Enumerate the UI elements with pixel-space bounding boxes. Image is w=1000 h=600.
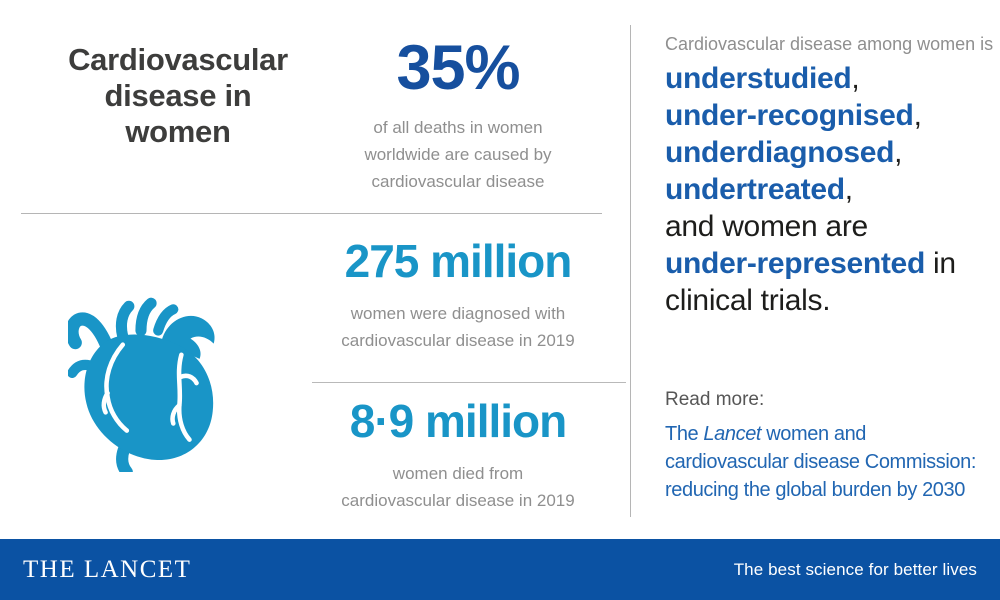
right-panel: Cardiovascular disease among women is un… (665, 0, 995, 540)
statement-keyword: undertreated (665, 173, 845, 206)
page-title: Cardiovascular disease in women (68, 42, 288, 149)
divider-horizontal-top (21, 213, 602, 214)
stat-value: 275 million (344, 235, 573, 287)
divider-horizontal-mid (312, 382, 626, 383)
stat-value: 35% (396, 33, 520, 103)
statement-line: under-represented in (665, 247, 956, 280)
statement-line: underdiagnosed, (665, 136, 903, 169)
statement-keyword: underdiagnosed (665, 136, 895, 169)
lancet-wordmark: THE LANCET (23, 555, 192, 583)
stat-description: women died from cardiovascular disease i… (341, 464, 575, 510)
stat-description: women were diagnosed with cardiovascular… (341, 304, 575, 350)
commission-link-line[interactable]: reducing the global burden by 2030 (665, 479, 965, 501)
statement-line: understudied, (665, 62, 860, 95)
statements-list: understudied, under-recognised, underdia… (665, 60, 956, 319)
commission-link-line[interactable]: The Lancet women and (665, 423, 867, 445)
intro-text: Cardiovascular disease among women is (665, 34, 994, 54)
lancet-italic[interactable]: Lancet (703, 423, 762, 445)
statement-line: under-recognised, (665, 99, 922, 132)
divider-vertical (630, 25, 631, 517)
anatomical-heart-icon (68, 280, 220, 472)
commission-link-line[interactable]: cardiovascular disease Commission: (665, 451, 976, 473)
statement-line: undertreated, (665, 173, 853, 206)
statement-keyword: under-recognised (665, 99, 914, 132)
statement-keyword: under-represented (665, 247, 925, 280)
stat-description: of all deaths in women worldwide are cau… (364, 118, 552, 191)
stat-value: 8·9 million (349, 395, 567, 447)
statement-line: and women are (665, 210, 868, 243)
stat-deaths-percentage: 35% of all deaths in women worldwide are… (308, 34, 608, 195)
stat-diagnosed: 275 million women were diagnosed with ca… (308, 234, 608, 354)
commission-link[interactable]: The Lancet women and cardiovascular dise… (665, 420, 976, 504)
read-more-label: Read more: (665, 389, 765, 410)
stat-deaths-count: 8·9 million women died from cardiovascul… (308, 394, 608, 514)
statement-line: clinical trials. (665, 284, 831, 317)
footer-bar: THE LANCET The best science for better l… (0, 539, 1000, 600)
statement-keyword: understudied (665, 62, 852, 95)
footer-tagline: The best science for better lives (733, 559, 977, 579)
